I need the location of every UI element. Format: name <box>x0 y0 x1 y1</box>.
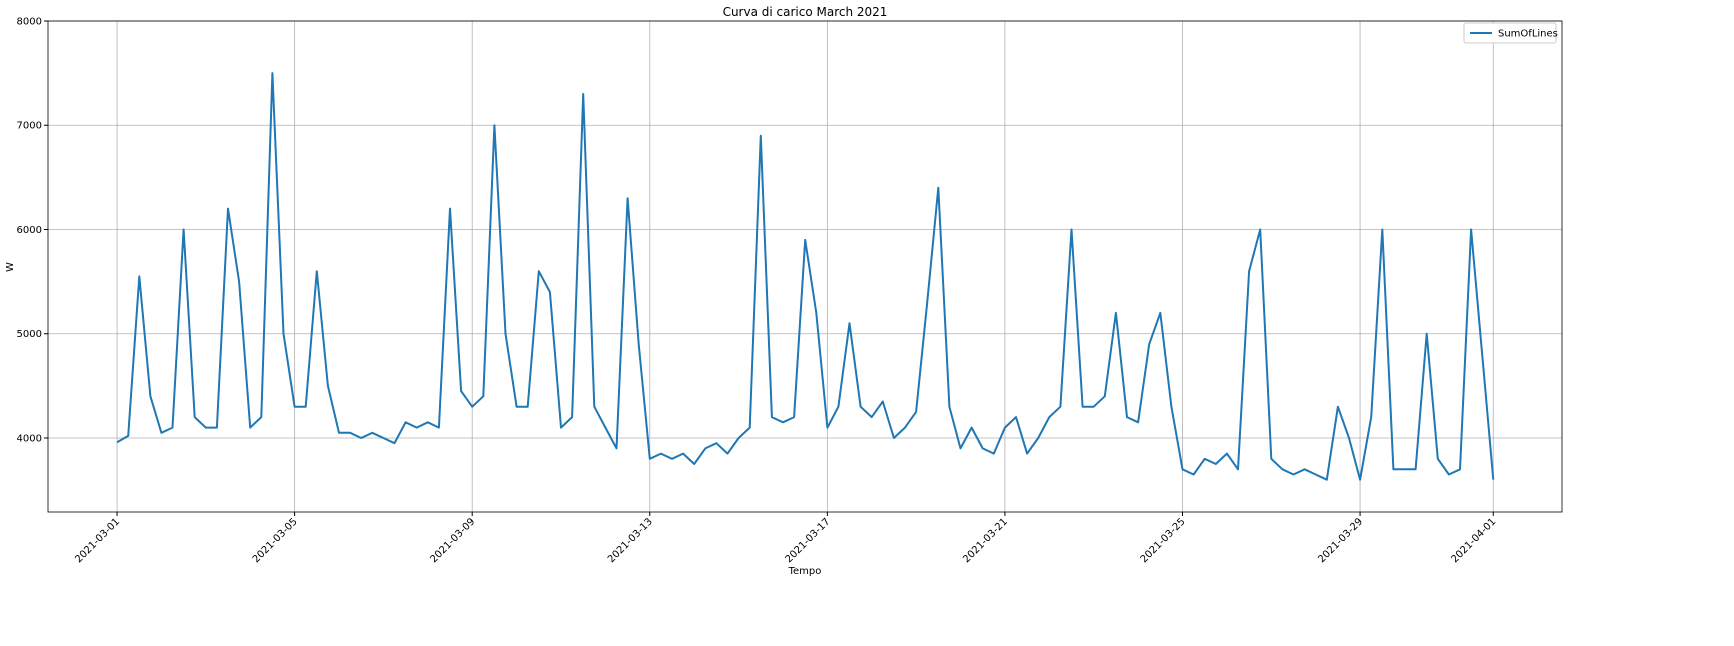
x-tick-label: 2021-03-01 <box>73 516 122 565</box>
chart-title: Curva di carico March 2021 <box>723 5 888 19</box>
y-tick-label: 7000 <box>17 121 42 132</box>
y-tick-label: 4000 <box>17 433 42 444</box>
x-tick-label: 2021-03-29 <box>1316 516 1365 565</box>
y-tick-label: 6000 <box>17 225 42 236</box>
line-series <box>116 72 1495 481</box>
y-axis-label: W <box>5 262 16 272</box>
x-tick-label: 2021-03-09 <box>428 516 477 565</box>
x-tick-label: 2021-03-13 <box>606 516 655 565</box>
y-tick-label: 8000 <box>17 17 42 28</box>
x-tick-label: 2021-03-21 <box>961 516 1010 565</box>
legend-label: SumOfLines <box>1498 29 1558 40</box>
x-tick-label: 2021-03-25 <box>1139 516 1188 565</box>
x-axis-label: Tempo <box>788 566 822 577</box>
y-tick-label: 5000 <box>17 329 42 340</box>
x-tick-label: 2021-03-05 <box>251 516 300 565</box>
x-tick-label: 2021-03-17 <box>784 516 833 565</box>
plot-frame <box>47 20 1563 513</box>
legend-box <box>1463 22 1557 44</box>
x-tick-label: 2021-04-01 <box>1449 516 1498 565</box>
